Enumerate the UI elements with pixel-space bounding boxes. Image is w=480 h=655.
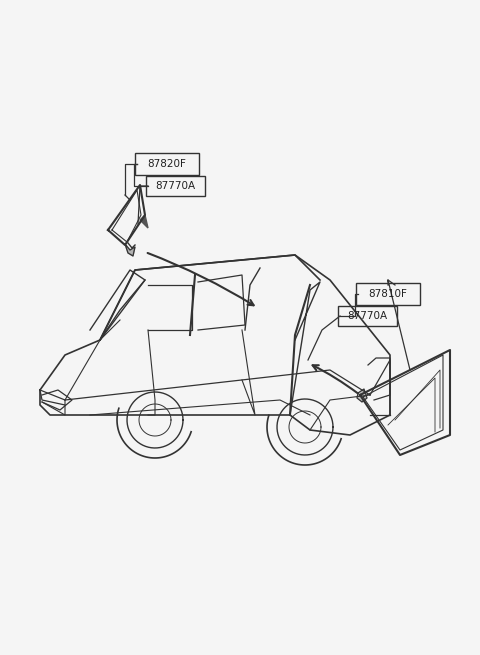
Text: 87770A: 87770A <box>155 181 195 191</box>
Text: 87810F: 87810F <box>369 289 408 299</box>
FancyBboxPatch shape <box>135 153 199 175</box>
Text: 87820F: 87820F <box>147 159 186 169</box>
Polygon shape <box>357 389 367 402</box>
Polygon shape <box>125 244 135 256</box>
FancyBboxPatch shape <box>338 306 397 326</box>
Text: 87770A: 87770A <box>347 311 387 321</box>
FancyBboxPatch shape <box>356 283 420 305</box>
Polygon shape <box>140 215 148 228</box>
FancyBboxPatch shape <box>146 176 205 196</box>
